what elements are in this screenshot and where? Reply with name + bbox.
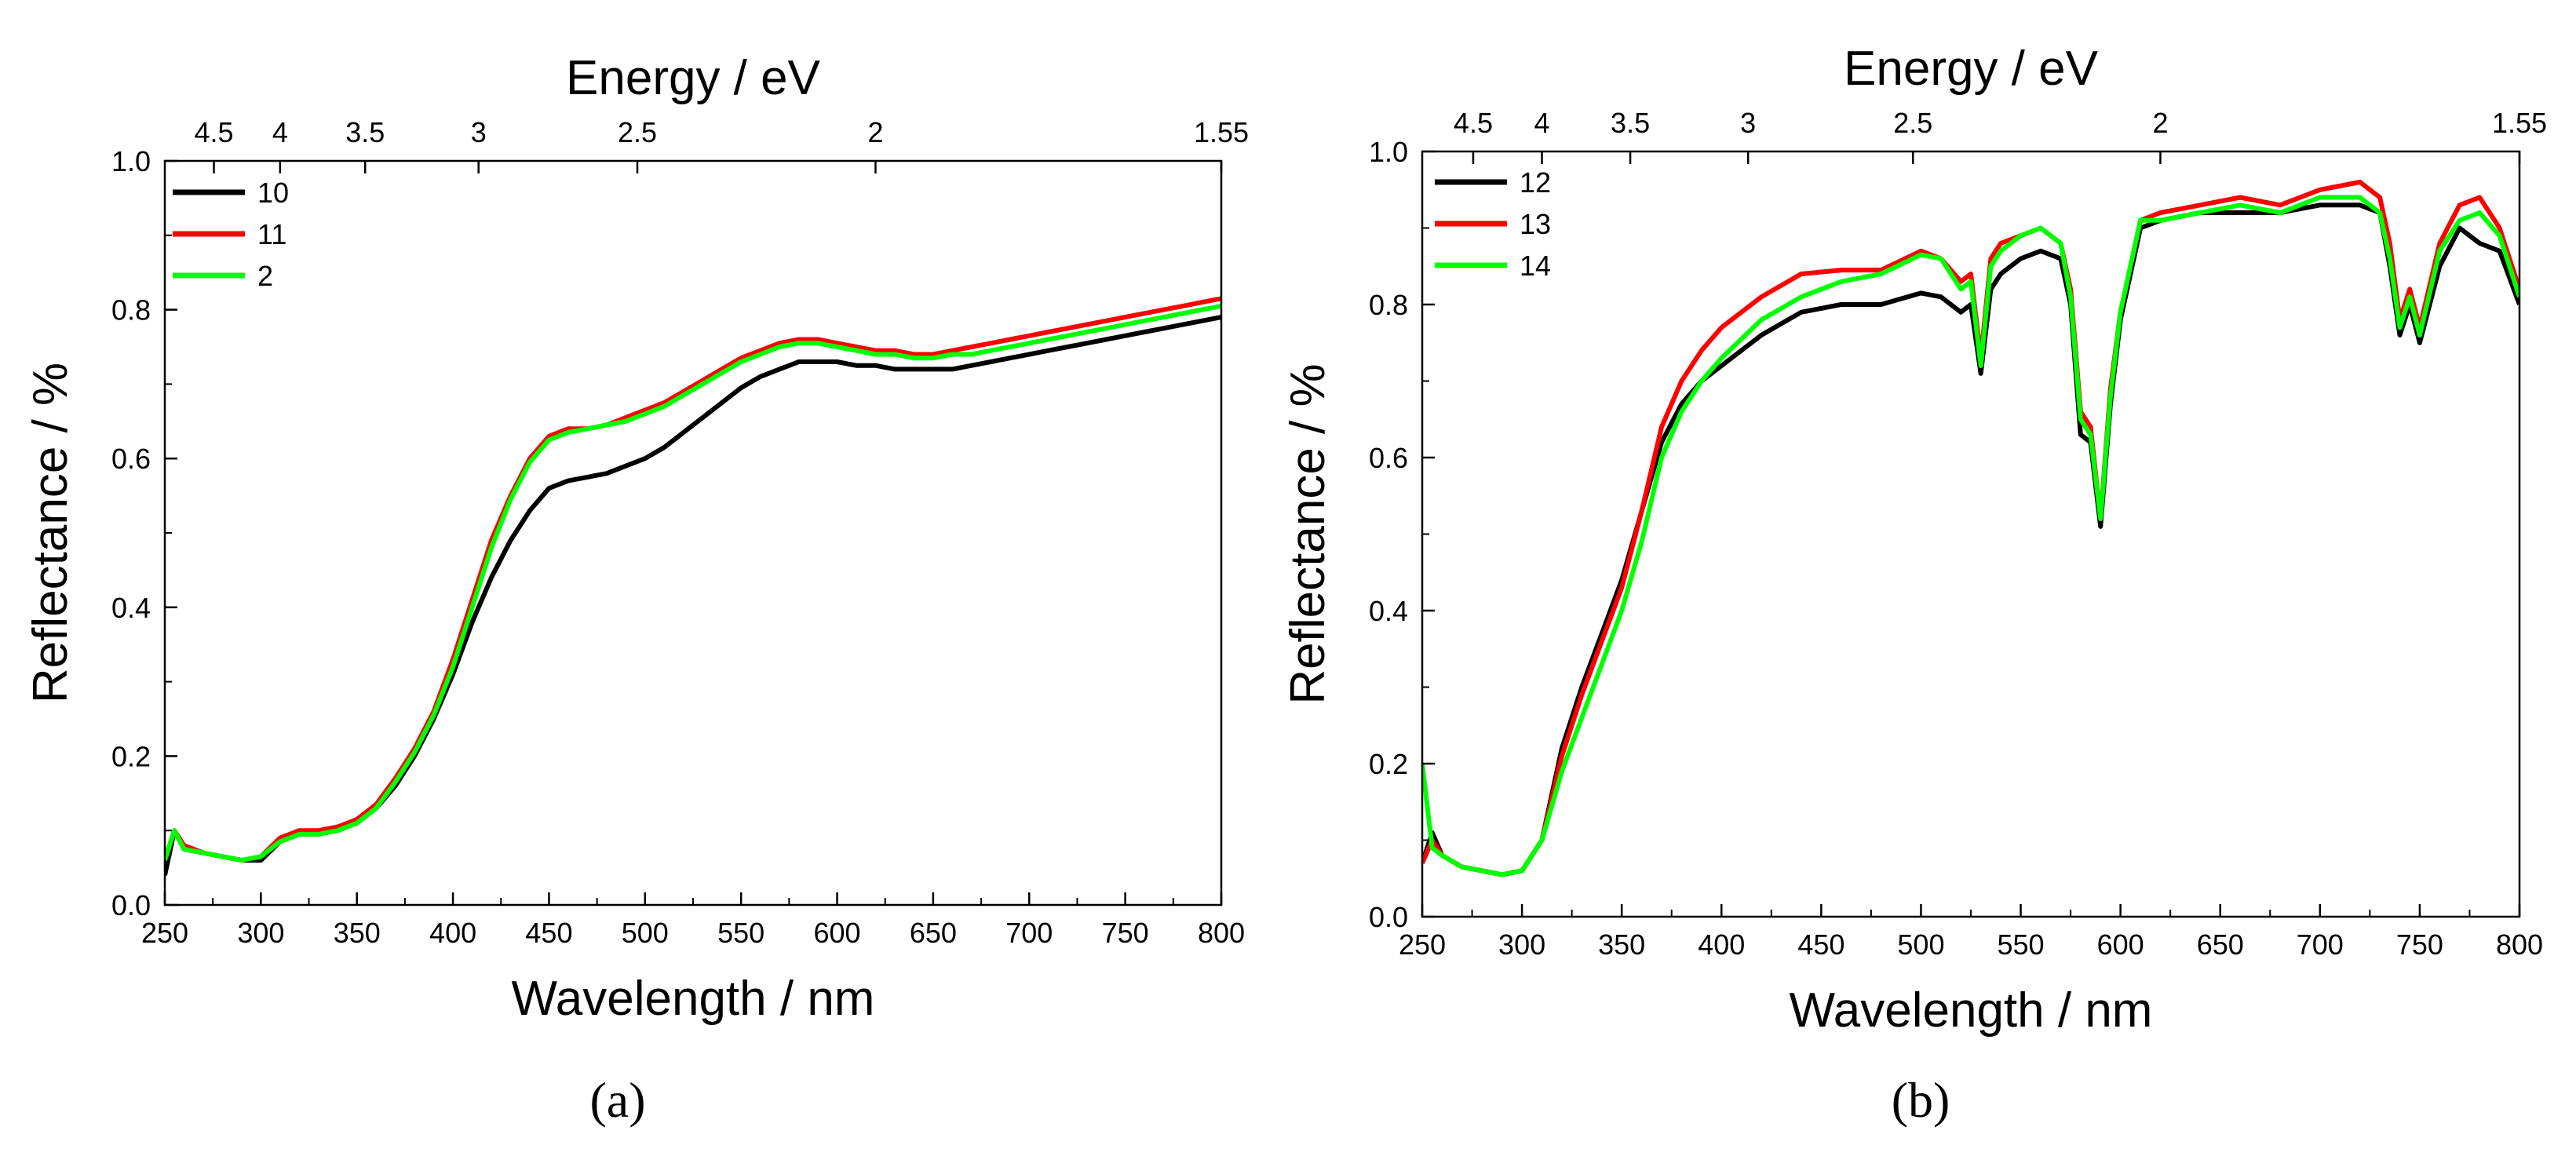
top-tick-label: 1.55 [1194,116,1249,148]
y-axis-title: Reflectance / % [1281,363,1335,704]
x-tick-label: 300 [1498,928,1545,961]
series-group [1422,180,2519,877]
panel-label: (b) [1892,1072,1950,1128]
chart-panel-a: 250 300 350 400 450 500 550 600 650 700 750 800 0.0 0… [24,51,1249,1128]
x-tick-label: 600 [814,917,861,949]
series-line-12 [1422,202,2519,877]
x-tick-label: 750 [1102,917,1149,949]
y-tick-label: 0.6 [111,443,151,475]
x-tick-label: 250 [141,917,188,949]
y-tick-label: 1.0 [111,145,151,177]
x-tick-label: 300 [237,917,284,949]
series-group [165,296,1221,876]
top-tick-label: 2.5 [618,116,657,148]
y-axis-title: Reflectance / % [24,363,78,703]
x-tick-label: 400 [429,917,476,949]
x-tick-label: 500 [622,917,669,949]
panel-label: (a) [589,1072,645,1128]
legend-label: 14 [1520,250,1551,282]
chart-panel-b: 250 300 350 400 450 500 550 600 650 700 750 800 0.0 0… [1281,42,2547,1128]
y-tick-label: 0.8 [1369,289,1408,321]
top-tick-label: 2 [867,116,883,148]
top-tick-label: 3 [471,116,487,148]
legend-label: 10 [257,177,289,209]
top-tick-label: 3.5 [345,116,385,148]
y-tick-label: 0.2 [1369,748,1408,780]
x-tick-label: 450 [1797,928,1844,961]
x-tick-label: 350 [1598,928,1645,961]
y-tick-label: 0.0 [111,889,151,921]
x-tick-label: 550 [1998,928,2045,961]
x-tick-label: 650 [910,917,957,949]
x-tick-label: 750 [2396,928,2443,961]
x-axis-title: Wavelength / nm [1790,983,2153,1038]
legend-label: 12 [1520,166,1551,199]
x-tick-label: 450 [525,917,572,949]
series-line-2 [165,303,1221,863]
y-tick-label: 0.4 [111,592,151,624]
top-tick-label: 3 [1740,107,1756,139]
top-tick-label: 4 [272,116,288,148]
y-tick-label: 0.8 [111,294,151,326]
y-tick-label: 0.0 [1369,901,1408,933]
x-tick-label: 650 [2197,928,2244,961]
legend-label: 11 [257,218,286,250]
top-axis-title: Energy / eV [1844,42,2099,96]
legend-label: 2 [257,260,273,292]
x-tick-label: 800 [2496,928,2543,961]
top-tick-label: 2 [2152,107,2168,139]
x-tick-label: 350 [334,917,381,949]
x-tick-label: 700 [2297,928,2344,961]
top-tick-label: 1.55 [2492,107,2547,139]
x-tick-label: 400 [1698,928,1745,961]
x-tick-label: 500 [1897,928,1944,961]
y-tick-label: 1.0 [1369,136,1408,168]
y-tick-label: 0.4 [1369,595,1408,627]
x-tick-label: 250 [1399,928,1446,961]
x-tick-label: 800 [1198,917,1245,949]
series-line-13 [1422,180,2519,877]
legend-label: 13 [1520,208,1551,240]
series-line-11 [165,296,1221,863]
series-line-14 [1422,195,2519,877]
top-tick-label: 4.5 [1454,107,1493,139]
y-tick-label: 0.6 [1369,442,1408,474]
series-line-10 [165,315,1221,876]
x-tick-label: 550 [717,917,764,949]
x-tick-label: 600 [2097,928,2144,961]
top-tick-label: 4.5 [195,116,234,148]
top-tick-label: 4 [1534,107,1549,139]
y-tick-label: 0.2 [111,740,151,772]
x-axis-title: Wavelength / nm [512,972,875,1026]
top-tick-label: 3.5 [1611,107,1650,139]
top-axis-title: Energy / eV [566,51,821,105]
plot-frame [1421,150,2521,918]
top-tick-label: 2.5 [1893,107,1932,139]
plot-frame [163,159,1223,906]
x-tick-label: 700 [1005,917,1053,949]
